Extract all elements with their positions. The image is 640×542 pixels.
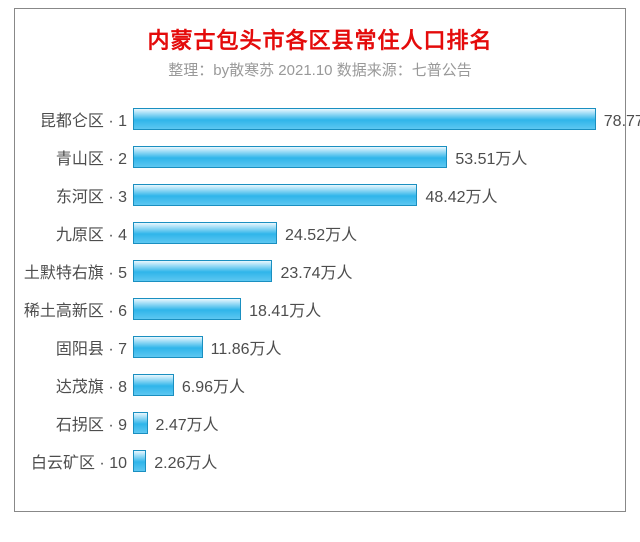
chart-title: 内蒙古包头市各区县常住人口排名 xyxy=(15,9,625,55)
value-label: 78.77万人 xyxy=(596,107,640,131)
bar-row: 达茂旗 · 86.96万人 xyxy=(133,372,603,398)
category-label: 石拐区 · 9 xyxy=(56,411,133,435)
bar xyxy=(133,260,272,282)
chart-subtitle: 整理：by散寒苏 2021.10 数据来源：七普公告 xyxy=(15,55,625,92)
bar xyxy=(133,222,277,244)
bar xyxy=(133,108,596,130)
value-label: 48.42万人 xyxy=(417,183,497,207)
value-label: 18.41万人 xyxy=(241,297,321,321)
category-label: 固阳县 · 7 xyxy=(56,335,133,359)
bar-row: 东河区 · 348.42万人 xyxy=(133,182,603,208)
value-label: 53.51万人 xyxy=(447,145,527,169)
bar-row: 白云矿区 · 102.26万人 xyxy=(133,448,603,474)
bar xyxy=(133,298,241,320)
bar xyxy=(133,374,174,396)
bar xyxy=(133,412,148,434)
category-label: 九原区 · 4 xyxy=(56,221,133,245)
category-label: 土默特右旗 · 5 xyxy=(24,259,133,283)
bar-row: 固阳县 · 711.86万人 xyxy=(133,334,603,360)
value-label: 6.96万人 xyxy=(174,373,245,397)
value-label: 11.86万人 xyxy=(203,335,282,359)
value-label: 24.52万人 xyxy=(277,221,357,245)
value-label: 23.74万人 xyxy=(272,259,352,283)
bar xyxy=(133,336,203,358)
category-label: 达茂旗 · 8 xyxy=(56,373,133,397)
bar xyxy=(133,184,417,206)
bar xyxy=(133,450,146,472)
category-label: 白云矿区 · 10 xyxy=(31,449,133,473)
value-label: 2.26万人 xyxy=(146,449,217,473)
bar-row: 稀土高新区 · 618.41万人 xyxy=(133,296,603,322)
bar-row: 土默特右旗 · 523.74万人 xyxy=(133,258,603,284)
value-label: 2.47万人 xyxy=(148,411,219,435)
category-label: 东河区 · 3 xyxy=(56,183,133,207)
category-label: 稀土高新区 · 6 xyxy=(24,297,133,321)
plot-area: 昆都仑区 · 178.77万人青山区 · 253.51万人东河区 · 348.4… xyxy=(133,98,603,508)
bar-row: 九原区 · 424.52万人 xyxy=(133,220,603,246)
bar-row: 石拐区 · 92.47万人 xyxy=(133,410,603,436)
category-label: 青山区 · 2 xyxy=(56,145,133,169)
bar xyxy=(133,146,447,168)
bar-row: 青山区 · 253.51万人 xyxy=(133,144,603,170)
chart-frame: 内蒙古包头市各区县常住人口排名 整理：by散寒苏 2021.10 数据来源：七普… xyxy=(14,8,626,512)
category-label: 昆都仑区 · 1 xyxy=(40,107,133,131)
bar-row: 昆都仑区 · 178.77万人 xyxy=(133,106,603,132)
